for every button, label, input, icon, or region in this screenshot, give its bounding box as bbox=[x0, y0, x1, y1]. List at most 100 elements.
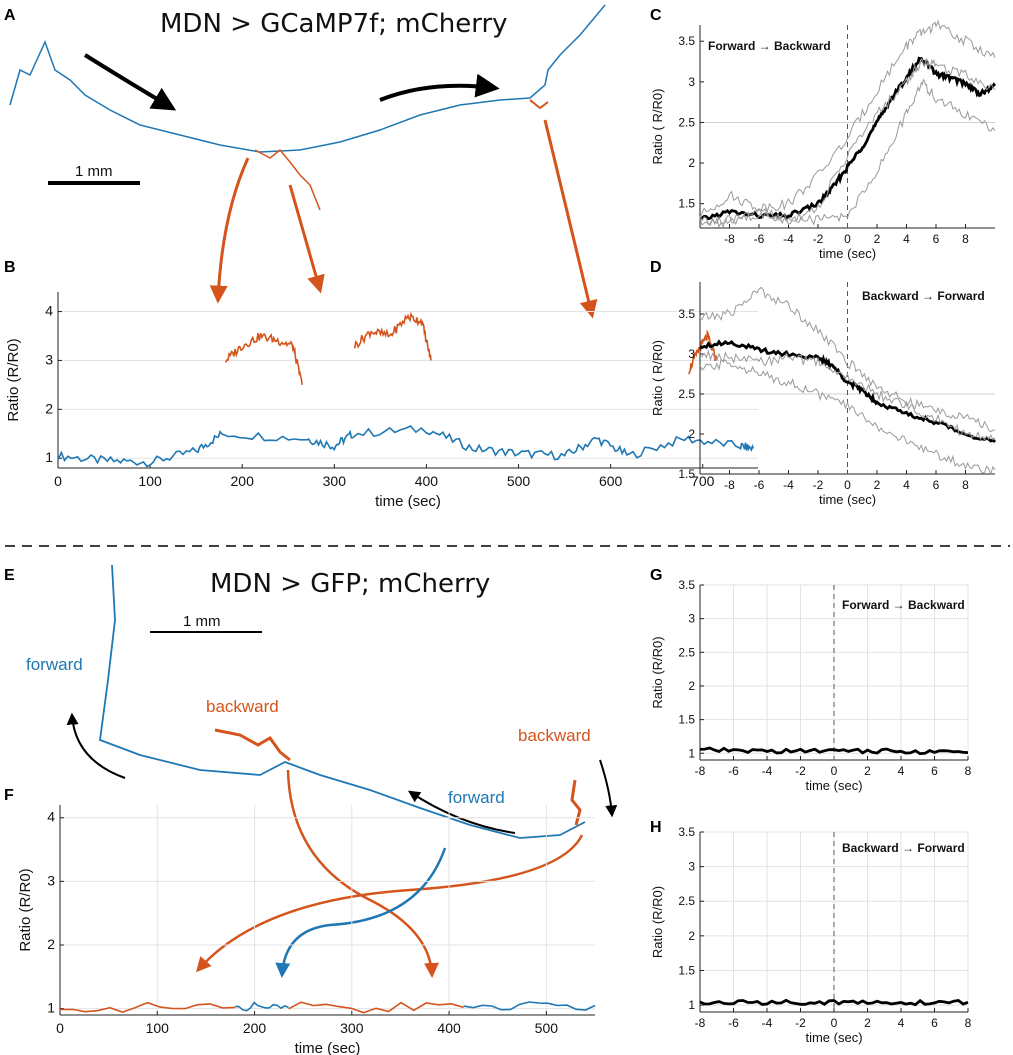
y-tick-label: 1.5 bbox=[678, 197, 695, 211]
transition-annotation: Forward → Backward bbox=[842, 598, 965, 612]
link-arrow-1 bbox=[209, 157, 250, 304]
x-tick-label: -8 bbox=[695, 764, 706, 778]
x-tick-label: 300 bbox=[340, 1020, 364, 1036]
x-tick-label: -4 bbox=[762, 1016, 773, 1030]
x-axis-label: time (sec) bbox=[805, 1030, 862, 1045]
panel-label-e: E bbox=[4, 567, 15, 584]
y-tick-label: 2.5 bbox=[678, 645, 695, 659]
backward-label-1: backward bbox=[206, 697, 279, 716]
x-tick-label: 100 bbox=[138, 473, 162, 489]
x-tick-label: 6 bbox=[933, 232, 940, 246]
forward-label-2: forward bbox=[448, 788, 505, 807]
link-arrow-2 bbox=[288, 184, 325, 294]
series-backward bbox=[224, 332, 303, 385]
link-arrow-e2 bbox=[196, 834, 584, 973]
trajectory-e-backward-1 bbox=[214, 728, 291, 762]
x-tick-label: 700 bbox=[691, 473, 715, 489]
y-tick-label: 2 bbox=[688, 156, 695, 170]
x-tick-label: 8 bbox=[965, 1016, 972, 1030]
chart-c: C -8 -6 -4 -2 0 2 4 6 8 1.5 2 2.5 3 3.5 time (sec) Ratio… bbox=[650, 7, 997, 261]
trajectory-backward-1 bbox=[254, 148, 321, 211]
x-tick-label: 8 bbox=[965, 764, 972, 778]
x-tick-label: -6 bbox=[728, 764, 739, 778]
direction-arrow-e1 bbox=[66, 712, 126, 779]
y-tick-label: 1 bbox=[688, 998, 695, 1012]
x-tick-label: 0 bbox=[844, 478, 851, 492]
panel-e: E MDN > GFP; mCherry 1 mm forward backwa… bbox=[4, 564, 618, 978]
x-tick-label: 2 bbox=[864, 1016, 871, 1030]
x-tick-label: 2 bbox=[864, 764, 871, 778]
transition-annotation: Backward → Forward bbox=[842, 841, 965, 855]
series-mean bbox=[699, 746, 969, 756]
x-tick-label: 200 bbox=[243, 1020, 267, 1036]
y-tick-label: 1 bbox=[688, 746, 695, 760]
y-tick-label: 1 bbox=[45, 449, 53, 465]
x-tick-label: 2 bbox=[874, 232, 881, 246]
x-axis-label: time (sec) bbox=[819, 246, 876, 261]
y-tick-label: 2 bbox=[688, 929, 695, 943]
y-axis-label: Ratio (R/R0) bbox=[650, 886, 665, 958]
x-tick-label: 100 bbox=[146, 1020, 170, 1036]
panel-label-a: A bbox=[4, 7, 16, 24]
y-axis-label: Ratio ( R/R0) bbox=[650, 89, 665, 165]
link-arrow-e1 bbox=[286, 769, 439, 978]
y-tick-label: 2 bbox=[47, 936, 55, 952]
y-tick-label: 2 bbox=[45, 400, 53, 416]
y-axis-label: Ratio (R/R0) bbox=[5, 338, 22, 421]
x-tick-label: 0 bbox=[831, 1016, 838, 1030]
y-tick-label: 1.5 bbox=[678, 467, 695, 481]
x-tick-label: -8 bbox=[724, 232, 735, 246]
panel-label-f: F bbox=[4, 787, 14, 804]
x-tick-label: -8 bbox=[695, 1016, 706, 1030]
series-forward bbox=[235, 1001, 289, 1012]
x-tick-label: 400 bbox=[415, 473, 439, 489]
y-tick-label: 3 bbox=[688, 347, 695, 361]
trajectory-e-backward-2 bbox=[570, 779, 582, 826]
x-tick-label: -6 bbox=[754, 478, 765, 492]
y-tick-label: 4 bbox=[47, 809, 55, 825]
backward-label-2: backward bbox=[518, 726, 591, 745]
forward-label-1: forward bbox=[26, 655, 83, 674]
y-tick-label: 2 bbox=[688, 427, 695, 441]
x-tick-label: 0 bbox=[56, 1020, 64, 1036]
y-tick-label: 3 bbox=[688, 612, 695, 626]
y-axis-label: Ratio ( R/R0) bbox=[650, 340, 665, 416]
link-arrow-e3 bbox=[275, 847, 447, 978]
y-tick-label: 3 bbox=[47, 872, 55, 888]
x-tick-label: -4 bbox=[783, 232, 794, 246]
y-tick-label: 3.5 bbox=[678, 307, 695, 321]
series-trial-2 bbox=[699, 57, 996, 227]
series-trial-3 bbox=[699, 358, 996, 476]
chart-f: F 0 100 200 300 400 500 1 2 3 4 time (sec) Ratio (R/… bbox=[4, 787, 596, 1055]
x-tick-label: -2 bbox=[795, 1016, 806, 1030]
series-backward bbox=[353, 311, 432, 361]
series-mean bbox=[699, 339, 996, 443]
trajectory-backward-2 bbox=[529, 99, 549, 110]
panel-a-title: MDN > GCaMP7f; mCherry bbox=[160, 9, 508, 39]
chart-h: H -8 -6 -4 -2 0 2 4 6 8 1 1.5 2 2.5 3 3.5 time (sec) Rati… bbox=[650, 819, 972, 1045]
x-tick-label: 4 bbox=[898, 1016, 905, 1030]
x-axis-label: time (sec) bbox=[805, 778, 862, 793]
x-axis-label: time (sec) bbox=[819, 492, 876, 507]
x-tick-label: 400 bbox=[437, 1020, 461, 1036]
scalebar-label: 1 mm bbox=[75, 163, 113, 180]
y-axis-label: Ratio (R/R0) bbox=[650, 636, 665, 708]
x-tick-label: 0 bbox=[831, 764, 838, 778]
panel-a: A MDN > GCaMP7f; mCherry 1 mm bbox=[4, 4, 606, 319]
y-tick-label: 3 bbox=[688, 860, 695, 874]
direction-arrow-1 bbox=[83, 53, 177, 111]
x-tick-label: 8 bbox=[962, 232, 969, 246]
panel-label-c: C bbox=[650, 7, 662, 24]
x-axis-label: time (sec) bbox=[375, 493, 441, 510]
x-tick-label: 0 bbox=[844, 232, 851, 246]
x-tick-label: -6 bbox=[754, 232, 765, 246]
x-tick-label: -2 bbox=[813, 478, 824, 492]
transition-annotation: Backward → Forward bbox=[862, 289, 985, 303]
chart-b: B 0 100 200 300 400 500 600 700 1 2 3 4 time (sec) Rat… bbox=[4, 259, 758, 510]
y-tick-label: 3.5 bbox=[678, 578, 695, 592]
y-tick-label: 2.5 bbox=[678, 115, 695, 129]
x-tick-label: 500 bbox=[535, 1020, 559, 1036]
link-arrow-3 bbox=[543, 119, 598, 319]
y-tick-label: 3 bbox=[688, 75, 695, 89]
